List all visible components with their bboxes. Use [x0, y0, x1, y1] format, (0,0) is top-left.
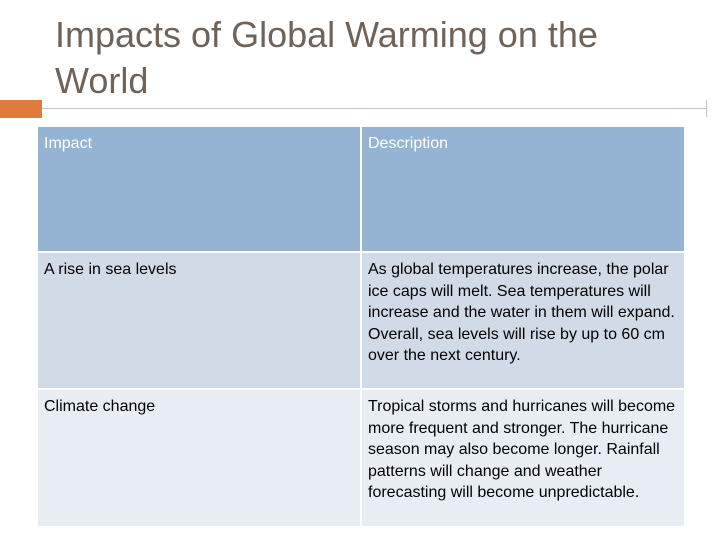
impact-cell: A rise in sea levels: [36, 251, 362, 390]
table-row: Climate change Tropical storms and hurri…: [36, 388, 686, 528]
title-divider-end: [706, 100, 707, 117]
table-row: A rise in sea levels As global temperatu…: [36, 251, 686, 390]
impact-cell: Climate change: [36, 388, 362, 528]
impact-table: Impact Description A rise in sea levels …: [36, 125, 686, 528]
description-cell: As global temperatures increase, the pol…: [360, 251, 686, 390]
accent-bar: [0, 100, 42, 118]
header-impact: Impact: [36, 125, 362, 253]
slide-title: Impacts of Global Warming on the World: [55, 14, 598, 101]
description-cell: Tropical storms and hurricanes will beco…: [360, 388, 686, 528]
header-description: Description: [360, 125, 686, 253]
title-divider: [42, 108, 706, 109]
table-header-row: Impact Description: [36, 125, 686, 253]
